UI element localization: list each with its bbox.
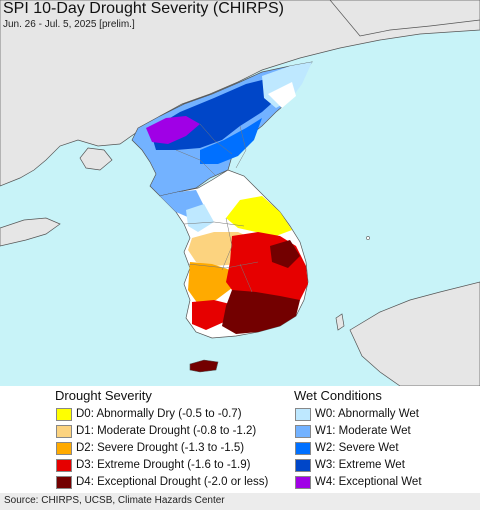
d4-label: D4: Exceptional Drought (-2.0 or less) bbox=[76, 476, 269, 488]
drought-legend-heading: Drought Severity bbox=[55, 388, 152, 403]
map-canvas bbox=[0, 0, 480, 386]
shandong-peninsula bbox=[0, 217, 61, 247]
china-landmass bbox=[0, 0, 480, 187]
legend-item-d2: D2: Severe Drought (-1.3 to -1.5) bbox=[56, 440, 244, 456]
w2-swatch bbox=[295, 441, 311, 455]
w4-swatch bbox=[295, 475, 311, 489]
d3-label: D3: Extreme Drought (-1.6 to -1.9) bbox=[76, 459, 251, 471]
tsushima-island bbox=[335, 313, 345, 331]
legend-item-d0: D0: Abnormally Dry (-0.5 to -0.7) bbox=[56, 406, 242, 422]
legend-item-w3: W3: Extreme Wet bbox=[295, 457, 405, 473]
w1-label: W1: Moderate Wet bbox=[315, 425, 411, 437]
drought-d3-southwest bbox=[192, 300, 230, 330]
w4-label: W4: Exceptional Wet bbox=[315, 476, 422, 488]
jeju-island bbox=[189, 359, 219, 373]
legend-panel: Drought Severity Wet Conditions D0: Abno… bbox=[0, 386, 480, 510]
ulleung-island bbox=[366, 236, 370, 240]
map-title: SPI 10-Day Drought Severity (CHIRPS) bbox=[3, 0, 284, 17]
legend-item-w4: W4: Exceptional Wet bbox=[295, 474, 422, 490]
wet-w2-zone bbox=[200, 118, 262, 164]
w3-swatch bbox=[295, 458, 311, 472]
normal-zone-north bbox=[268, 82, 296, 108]
drought-d2-zone bbox=[188, 262, 232, 304]
legend-item-d3: D3: Extreme Drought (-1.6 to -1.9) bbox=[56, 457, 250, 473]
d2-swatch bbox=[56, 441, 72, 455]
w2-label: W2: Severe Wet bbox=[315, 442, 399, 454]
d0-label: D0: Abnormally Dry (-0.5 to -0.7) bbox=[76, 408, 242, 420]
russia-coast bbox=[329, 0, 480, 37]
d2-label: D2: Severe Drought (-1.3 to -1.5) bbox=[76, 442, 245, 454]
source-bar: Source: CHIRPS, UCSB, Climate Hazards Ce… bbox=[0, 493, 480, 510]
wet-legend-heading: Wet Conditions bbox=[294, 388, 382, 403]
drought-d4-east bbox=[270, 240, 300, 268]
w0-swatch bbox=[295, 407, 311, 421]
legend-item-w2: W2: Severe Wet bbox=[295, 440, 399, 456]
drought-d4-zone bbox=[222, 290, 300, 334]
wet-w0-west bbox=[186, 204, 214, 232]
japan-landmass bbox=[349, 281, 480, 386]
d3-swatch bbox=[56, 458, 72, 472]
w1-swatch bbox=[295, 424, 311, 438]
legend-item-w0: W0: Abnormally Wet bbox=[295, 406, 419, 422]
d1-swatch bbox=[56, 424, 72, 438]
liaodong-peninsula bbox=[79, 147, 113, 171]
drought-map bbox=[0, 0, 480, 386]
province-boundaries bbox=[175, 123, 259, 293]
d1-label: D1: Moderate Drought (-0.8 to -1.2) bbox=[76, 425, 257, 437]
source-text: Source: CHIRPS, UCSB, Climate Hazards Ce… bbox=[4, 495, 225, 506]
w3-label: W3: Extreme Wet bbox=[315, 459, 405, 471]
wet-w4-zone bbox=[146, 116, 200, 144]
legend-item-d1: D1: Moderate Drought (-0.8 to -1.2) bbox=[56, 423, 256, 439]
d0-swatch bbox=[56, 407, 72, 421]
legend-item-d4: D4: Exceptional Drought (-2.0 or less) bbox=[56, 474, 268, 490]
d4-swatch bbox=[56, 475, 72, 489]
legend-item-w1: W1: Moderate Wet bbox=[295, 423, 411, 439]
w0-label: W0: Abnormally Wet bbox=[315, 408, 419, 420]
map-subtitle: Jun. 26 - Jul. 5, 2025 [prelim.] bbox=[3, 19, 135, 30]
